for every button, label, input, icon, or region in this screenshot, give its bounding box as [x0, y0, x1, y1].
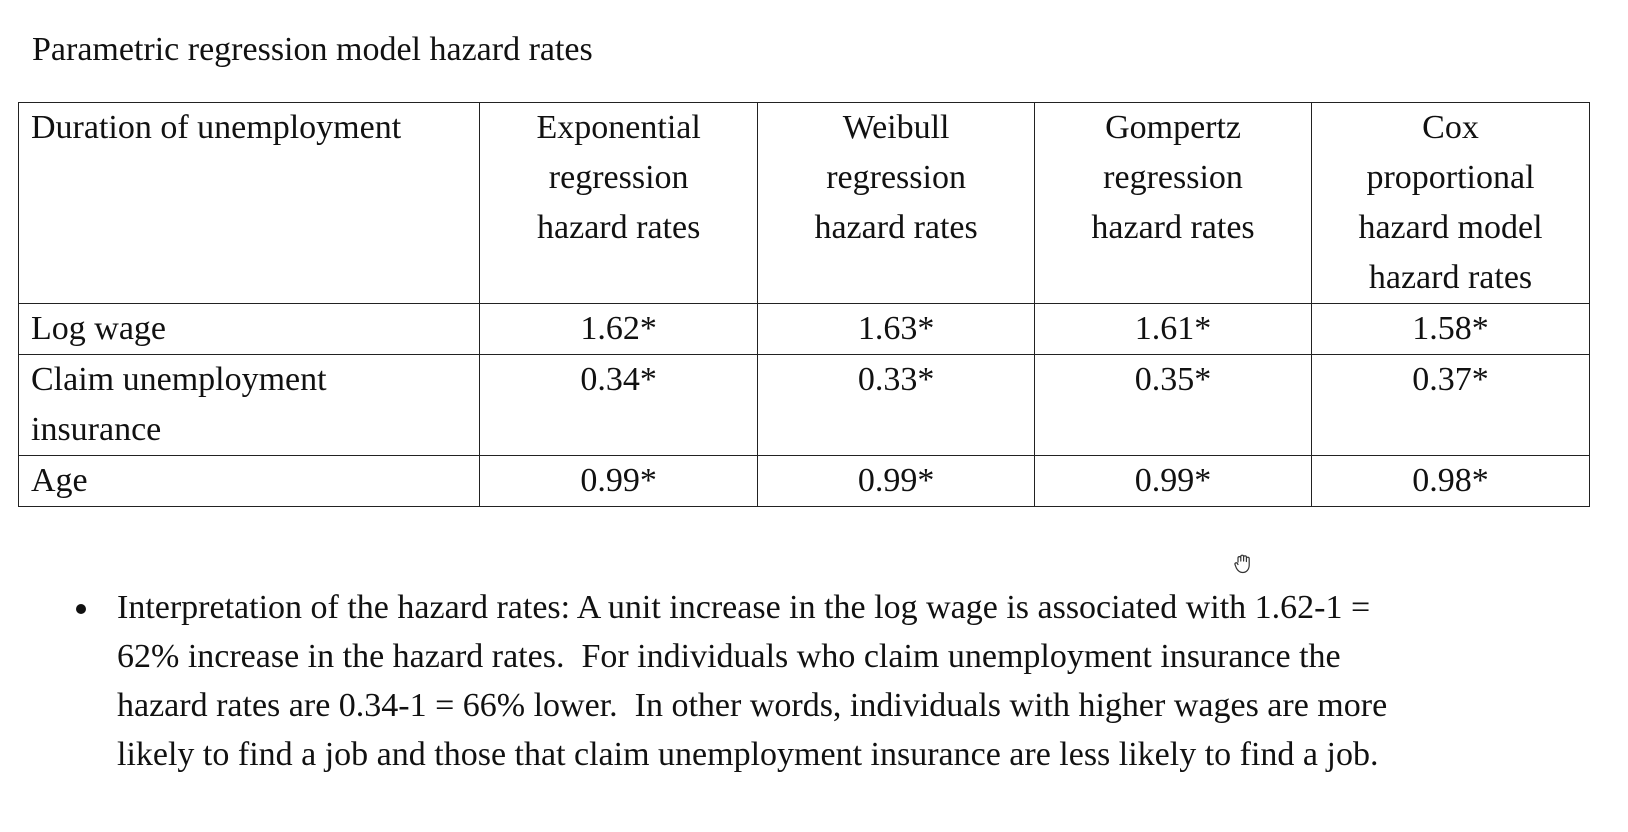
header-cell-gompertz: Gompertz regression hazard rates	[1034, 102, 1312, 304]
bullet-line: likely to find a job and those that clai…	[117, 736, 1379, 773]
value-cell: 0.98*	[1311, 455, 1590, 507]
header-cell-exponential: Exponential regression hazard rates	[479, 102, 759, 304]
bullet-line: hazard rates are 0.34-1 = 66% lower. In …	[117, 687, 1388, 724]
value-cell: 1.61*	[1034, 303, 1312, 355]
row-label-line: insurance	[31, 411, 162, 448]
header-line: proportional	[1366, 159, 1535, 196]
row-label: Log wage	[17, 303, 481, 355]
value-cell: 0.35*	[1034, 354, 1312, 456]
header-line: hazard model	[1358, 209, 1543, 246]
value-cell: 0.99*	[1034, 455, 1312, 507]
header-line: Exponential	[536, 109, 701, 146]
header-line: hazard rates	[537, 209, 701, 246]
header-cell-weibull: Weibull regression hazard rates	[757, 102, 1036, 304]
header-line: Weibull	[842, 109, 950, 146]
value-cell: 0.37*	[1311, 354, 1590, 456]
bullet-line: Interpretation of the hazard rates: A un…	[117, 589, 1371, 626]
value-cell: 0.99*	[757, 455, 1036, 507]
header-line: hazard rates	[1091, 209, 1255, 246]
table-row-log-wage: Log wage 1.62* 1.63* 1.61* 1.58*	[17, 303, 1590, 355]
table-row-claim-insurance: Claim unemployment insurance 0.34* 0.33*…	[17, 354, 1590, 456]
header-line: Cox	[1422, 109, 1479, 146]
value-cell: 0.33*	[757, 354, 1036, 456]
header-line: hazard rates	[814, 209, 978, 246]
row-label: Claim unemployment insurance	[17, 354, 481, 456]
hand-grab-icon	[1234, 554, 1250, 574]
bullet-text: Interpretation of the hazard rates: A un…	[117, 583, 1560, 779]
page-title: Parametric regression model hazard rates	[32, 31, 593, 68]
value-cell: 1.63*	[757, 303, 1036, 355]
value-cell: 1.62*	[479, 303, 759, 355]
hazard-rates-table: Duration of unemployment Exponential reg…	[17, 102, 1590, 507]
table-row-age: Age 0.99* 0.99* 0.99* 0.98*	[17, 455, 1590, 507]
row-label-line: Claim unemployment	[31, 361, 327, 398]
header-line: Gompertz	[1105, 109, 1242, 146]
header-line: regression	[548, 159, 689, 196]
header-line: hazard rates	[1368, 259, 1533, 296]
header-cell-cox: Cox proportional hazard model hazard rat…	[1311, 102, 1590, 304]
value-cell: 0.99*	[479, 455, 759, 507]
table-header-row: Duration of unemployment Exponential reg…	[17, 102, 1590, 304]
header-line: regression	[1103, 159, 1243, 196]
bullet-line: 62% increase in the hazard rates. For in…	[117, 638, 1341, 675]
value-cell: 0.34*	[479, 354, 759, 456]
header-line: Duration of unemployment	[31, 109, 402, 146]
header-cell-duration: Duration of unemployment	[17, 102, 481, 304]
row-label: Age	[17, 455, 481, 507]
value-cell: 1.58*	[1311, 303, 1590, 355]
bullet-icon	[76, 604, 86, 614]
interpretation-bullet: Interpretation of the hazard rates: A un…	[70, 583, 1560, 779]
header-line: regression	[826, 159, 966, 196]
